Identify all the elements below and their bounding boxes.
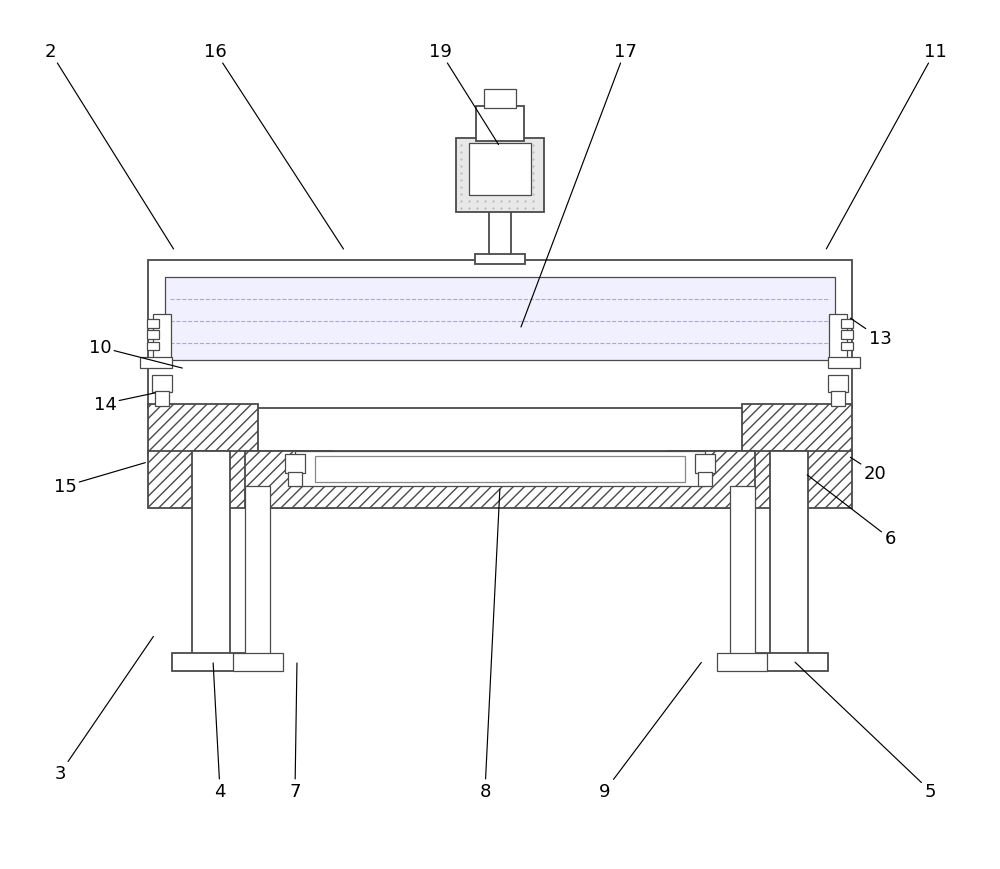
Text: 4: 4	[213, 663, 226, 799]
Text: 15: 15	[54, 463, 145, 495]
Bar	[484, 90, 516, 109]
Bar	[288, 473, 302, 487]
Bar	[155, 391, 169, 407]
Text: 7: 7	[289, 663, 301, 799]
Bar	[750, 653, 828, 671]
Text: 11: 11	[826, 43, 946, 249]
Bar	[172, 653, 250, 671]
Bar	[148, 261, 852, 408]
Text: 16: 16	[204, 43, 343, 249]
Text: 20: 20	[850, 458, 886, 482]
Bar	[730, 487, 755, 656]
Bar	[841, 320, 853, 328]
Bar	[148, 404, 258, 456]
Text: 8: 8	[479, 489, 500, 799]
Bar	[153, 315, 171, 362]
Bar	[456, 139, 544, 213]
Text: 9: 9	[599, 663, 701, 799]
Bar	[147, 320, 159, 328]
Bar	[831, 391, 845, 407]
Bar	[698, 473, 712, 487]
Bar	[770, 452, 808, 656]
Text: 19: 19	[429, 43, 499, 145]
Bar	[147, 342, 159, 351]
Bar	[147, 331, 159, 340]
Bar	[469, 143, 531, 196]
Bar	[192, 452, 230, 656]
Text: 14: 14	[94, 394, 155, 413]
Bar	[476, 107, 524, 142]
Bar	[841, 342, 853, 351]
Bar	[233, 653, 283, 671]
Bar	[489, 117, 511, 261]
Bar	[140, 358, 172, 368]
Bar	[152, 375, 172, 393]
Bar	[841, 331, 853, 340]
Text: 6: 6	[807, 475, 896, 547]
Text: 2: 2	[44, 43, 174, 249]
Text: 5: 5	[795, 662, 936, 799]
Bar	[667, 452, 852, 508]
Text: 3: 3	[54, 637, 153, 782]
Text: 10: 10	[89, 339, 182, 368]
Bar	[315, 456, 685, 482]
Bar	[295, 452, 705, 487]
Bar	[742, 404, 852, 456]
Bar	[148, 452, 333, 508]
Bar	[717, 653, 767, 671]
Bar	[245, 452, 755, 508]
Bar	[829, 315, 847, 362]
Bar	[695, 454, 715, 474]
Text: 13: 13	[850, 319, 891, 348]
Bar	[475, 255, 525, 265]
Bar	[245, 487, 270, 656]
Bar	[285, 454, 305, 474]
Text: 17: 17	[521, 43, 636, 328]
Bar	[828, 375, 848, 393]
Bar	[165, 278, 835, 361]
Bar	[828, 358, 860, 368]
